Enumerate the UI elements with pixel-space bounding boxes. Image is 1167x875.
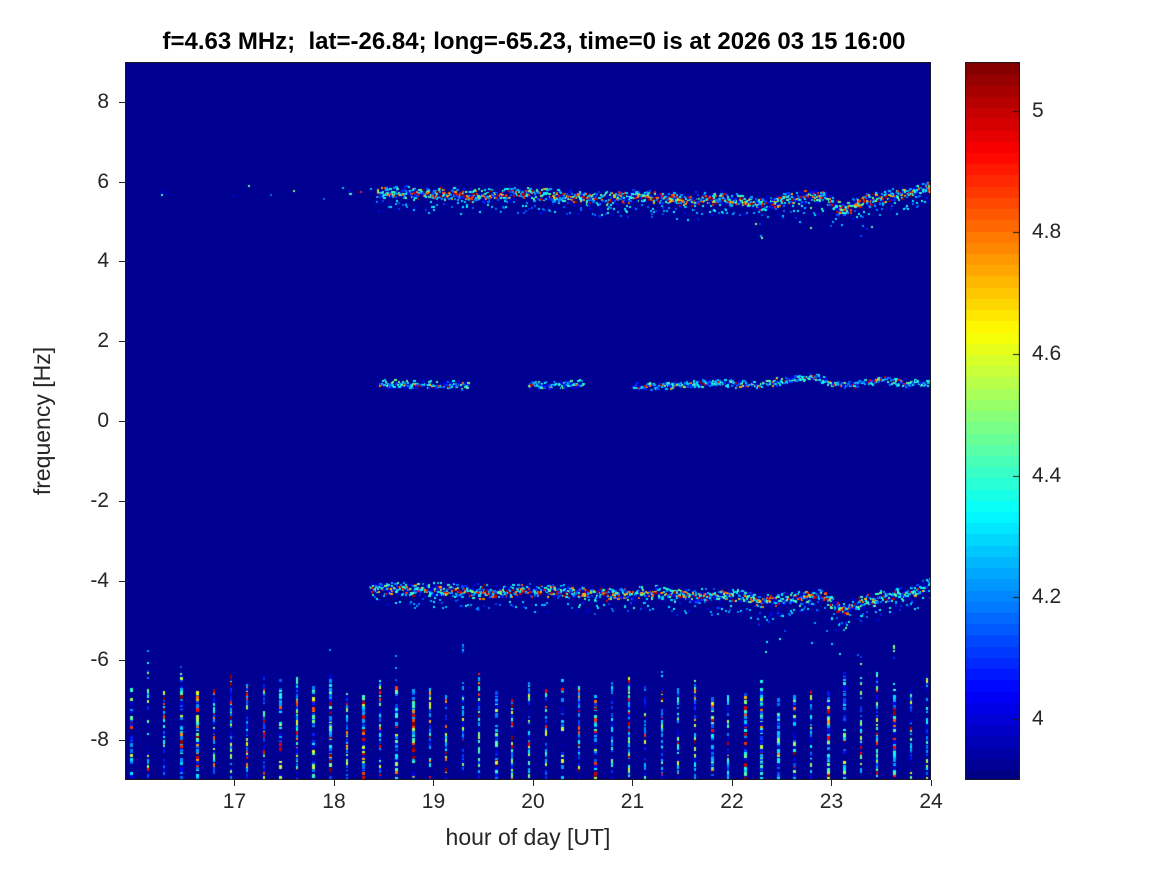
x-tick-label: 18 [322,790,346,813]
y-tick-label: 6 [97,169,109,193]
y-tick-mark [119,740,125,741]
y-tick-label: 2 [97,329,109,353]
x-tick-label: 22 [720,790,744,813]
x-tick-mark [831,780,832,786]
y-tick-label: -6 [90,648,109,672]
x-tick-label: 17 [222,790,247,813]
colorbar-tick-label: 4.2 [1032,585,1062,609]
x-tick-label: 19 [421,790,446,813]
plot-title: f=4.63 MHz; lat=-26.84; long=-65.23, tim… [162,28,906,55]
colorbar-tick-label: 4 [1032,707,1044,731]
spectrogram-plot-canvas [125,62,931,780]
y-tick-label: -4 [90,568,109,592]
colorbar-tick-label: 5 [1032,98,1044,122]
y-tick-mark [119,581,125,582]
y-tick-mark [119,421,125,422]
y-tick-mark [119,102,125,103]
y-tick-mark [119,182,125,183]
x-axis-label: hour of day [UT] [445,824,611,850]
x-tick-mark [234,780,235,786]
y-tick-label: 0 [97,409,109,432]
x-tick-label: 20 [521,790,545,813]
x-tick-mark [632,780,633,786]
x-tick-mark [533,780,534,786]
x-tick-mark [433,780,434,786]
colorbar-tick-label: 4.8 [1032,220,1062,244]
y-tick-mark [119,501,125,502]
colorbar [965,62,1020,780]
x-tick-mark [732,780,733,786]
y-tick-label: 8 [97,89,109,113]
x-tick-label: 23 [819,790,844,813]
x-tick-mark [334,780,335,786]
y-tick-mark [119,341,125,342]
x-tick-mark [931,780,932,786]
y-tick-label: -8 [90,728,109,752]
x-tick-label: 21 [620,790,645,813]
x-tick-label: 24 [919,790,943,813]
colorbar-tick-label: 4.4 [1032,463,1062,487]
y-tick-label: -2 [90,488,109,512]
y-tick-label: 4 [97,249,109,273]
y-tick-mark [119,261,125,262]
y-tick-mark [119,660,125,661]
colorbar-tick-label: 4.6 [1032,342,1062,366]
